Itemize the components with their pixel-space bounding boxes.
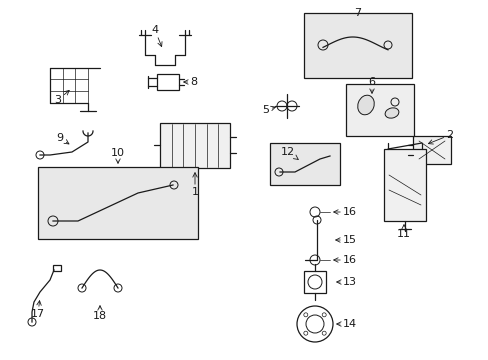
Text: 9: 9: [56, 133, 69, 144]
Text: 13: 13: [336, 277, 356, 287]
Text: 5: 5: [262, 105, 275, 115]
Bar: [412, 136, 450, 164]
Bar: [160, 122, 229, 167]
Text: 16: 16: [333, 207, 356, 217]
Text: 7: 7: [354, 8, 361, 18]
Text: 10: 10: [111, 148, 125, 163]
Bar: [157, 74, 179, 90]
Ellipse shape: [357, 95, 373, 115]
Text: 2: 2: [427, 130, 453, 144]
Bar: [269, 143, 339, 185]
Text: 14: 14: [336, 319, 356, 329]
Text: 15: 15: [335, 235, 356, 245]
Bar: [53, 265, 61, 271]
Ellipse shape: [385, 108, 398, 118]
Text: 8: 8: [183, 77, 197, 87]
Bar: [346, 84, 413, 136]
Text: 16: 16: [333, 255, 356, 265]
Text: 1: 1: [191, 173, 198, 197]
Text: 18: 18: [93, 306, 107, 321]
Text: 6: 6: [368, 77, 375, 93]
Bar: [38, 167, 198, 239]
Text: 11: 11: [396, 225, 410, 239]
Text: 4: 4: [151, 25, 162, 46]
Text: 17: 17: [31, 301, 45, 319]
Text: 12: 12: [281, 147, 298, 159]
Bar: [304, 271, 325, 293]
Bar: [383, 149, 425, 221]
Text: 3: 3: [54, 90, 69, 105]
Bar: [304, 13, 411, 77]
